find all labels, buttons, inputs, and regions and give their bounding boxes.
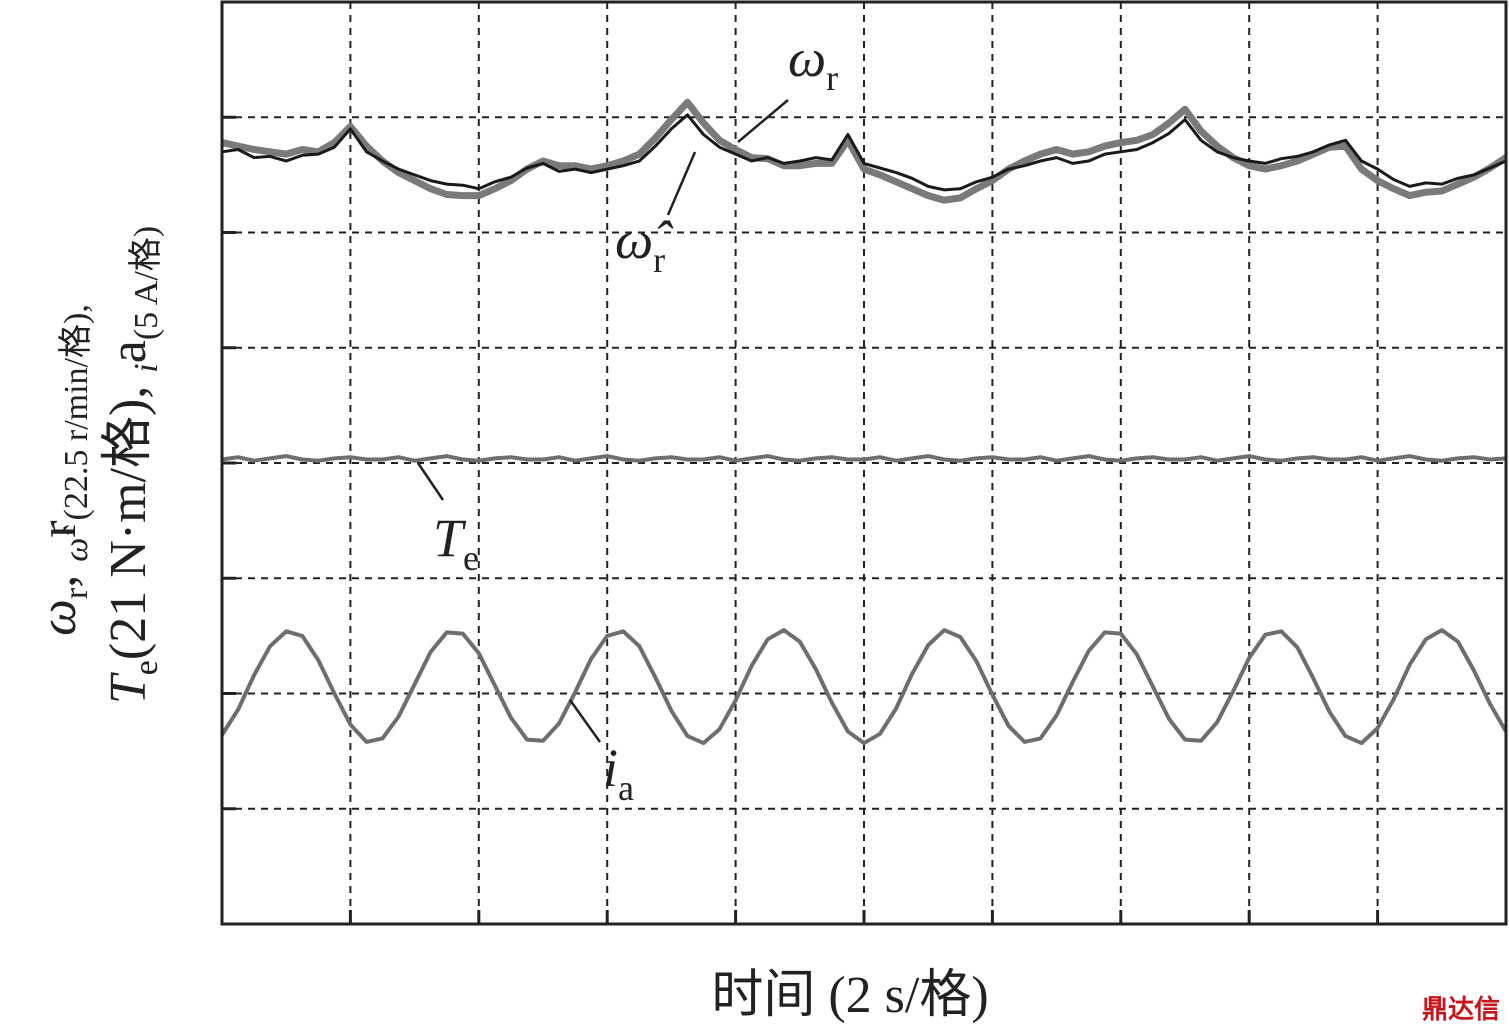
leader-line (416, 462, 445, 501)
trace (221, 454, 1507, 463)
annotation: ia (603, 738, 634, 808)
annotation-main: ω (788, 28, 826, 88)
annotation-main: T (433, 508, 467, 568)
y-label-part: r (30, 520, 87, 537)
annotation-sub: r (826, 58, 838, 98)
y-label-sub: i (128, 363, 165, 372)
y-label-part: a (100, 340, 157, 363)
plot-frame (220, 0, 1508, 926)
annotation-main: i (603, 738, 618, 798)
x-axis-label: 时间 (2 s/格) (711, 967, 988, 1024)
leaders (416, 99, 789, 743)
trace (221, 98, 1508, 204)
annotation: ωr (788, 28, 838, 98)
y-axis-label: Te(21 N·m/格), ia(5 A/格) (100, 226, 165, 704)
y-axis-label: ωr, ω̂r(22.5 r/min/格), (30, 304, 95, 636)
y-label-sub: (22.5 r/min/格), (57, 304, 95, 520)
annotation: Te (433, 508, 479, 578)
y-label-sub: e (128, 660, 165, 675)
annotation-sub: e (463, 538, 479, 578)
annotation-sub: r (653, 240, 665, 280)
leader-line (568, 699, 602, 743)
annotation-sub: a (618, 768, 634, 808)
grid (220, 0, 1508, 926)
traces (220, 98, 1508, 746)
y-label-part: ω (30, 599, 87, 636)
y-label-part: T (100, 672, 157, 704)
annotation-main: ω̂ (615, 210, 674, 270)
watermark: 鼎达信 (1422, 995, 1500, 1025)
annotation: ω̂r (615, 210, 674, 280)
y-label-sub: (5 A/格) (127, 226, 165, 340)
trace (220, 628, 1508, 746)
y-label-part: (21 N·m/格), (100, 373, 157, 660)
y-label-part: , (30, 562, 87, 588)
leader-line (737, 99, 789, 143)
leader-line (666, 151, 697, 216)
y-label-sub: r (58, 587, 95, 599)
trace (221, 113, 1507, 192)
